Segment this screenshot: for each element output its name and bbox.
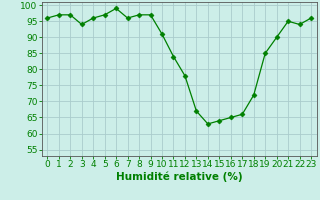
X-axis label: Humidité relative (%): Humidité relative (%): [116, 172, 243, 182]
